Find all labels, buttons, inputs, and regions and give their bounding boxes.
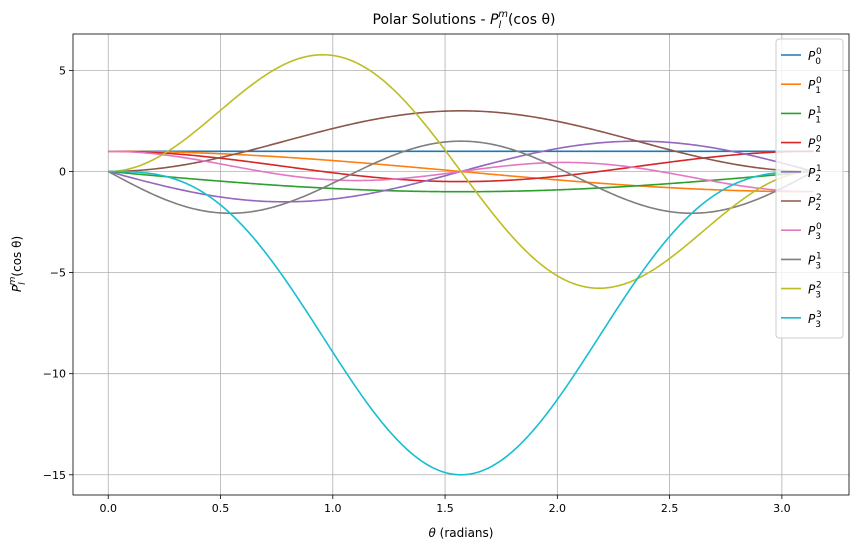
legend-label-P32: P32 — [808, 281, 822, 301]
x-tick-label: 2.0 — [549, 502, 567, 515]
chart-title-text: Polar Solutions - — [373, 12, 490, 28]
x-axis-label-text: (radians) — [436, 526, 494, 540]
chart-title-math-sup: m — [498, 9, 508, 20]
legend-label-P10: P10 — [808, 76, 822, 96]
x-tick-label: 1.0 — [324, 502, 342, 515]
x-axis-ticks: 0.0 0.5 1.0 1.5 2.0 2.5 3.0 — [100, 495, 791, 515]
legend-label-P20: P20 — [808, 135, 822, 155]
legend-label-P22: P22 — [808, 193, 822, 213]
grid-lines — [73, 34, 849, 495]
x-tick-label: 1.5 — [436, 502, 454, 515]
series-line-P20 — [108, 150, 814, 183]
x-tick-label: 0.0 — [100, 502, 118, 515]
x-axis-label-var: θ — [429, 526, 437, 540]
y-axis-label-math-sub: l — [18, 282, 28, 285]
series-line-P32 — [108, 53, 814, 290]
legend-label-P33: P33 — [808, 310, 822, 330]
y-axis-label: Plm(cos θ) — [8, 236, 28, 292]
legend-label-P00: P00 — [808, 47, 822, 67]
plot-area-frame — [72, 33, 850, 496]
y-axis-label-math-rest: (cos θ) — [10, 236, 24, 277]
x-tick-label: 2.5 — [661, 502, 679, 515]
legend-label-P21: P21 — [808, 164, 822, 184]
legend-label-P30: P30 — [808, 222, 822, 242]
chart-title: Polar Solutions - Plm(cos θ) — [373, 9, 556, 31]
series-line-P11 — [108, 170, 814, 193]
y-tick-label: −10 — [43, 368, 66, 381]
series-line-P22 — [108, 110, 814, 173]
series-line-P33 — [108, 170, 814, 476]
y-axis-label-math-sup: m — [8, 276, 18, 285]
legend: P00 P10 P11 P20 P21 P22 P30 P31 P32 P33 — [775, 38, 844, 339]
chart-title-math-base: P — [490, 12, 499, 28]
x-tick-label: 3.0 — [773, 502, 791, 515]
chart-title-math-rest: (cos θ) — [508, 12, 556, 28]
x-axis-label: θ (radians) — [429, 526, 494, 540]
y-tick-label: 5 — [59, 64, 66, 77]
chart-title-math-sub: l — [498, 20, 501, 31]
series-lines — [107, 53, 815, 476]
x-tick-label: 0.5 — [212, 502, 230, 515]
y-tick-label: −15 — [43, 469, 66, 482]
y-tick-label: 0 — [59, 165, 66, 178]
y-axis-label-math-base: P — [10, 284, 24, 292]
y-tick-label: −5 — [50, 267, 66, 280]
y-axis-ticks: 5 0 −5 −10 −15 — [43, 64, 73, 482]
legend-label-P31: P31 — [808, 251, 822, 271]
legend-label-P11: P11 — [808, 105, 822, 125]
series-line-P31 — [107, 140, 815, 215]
